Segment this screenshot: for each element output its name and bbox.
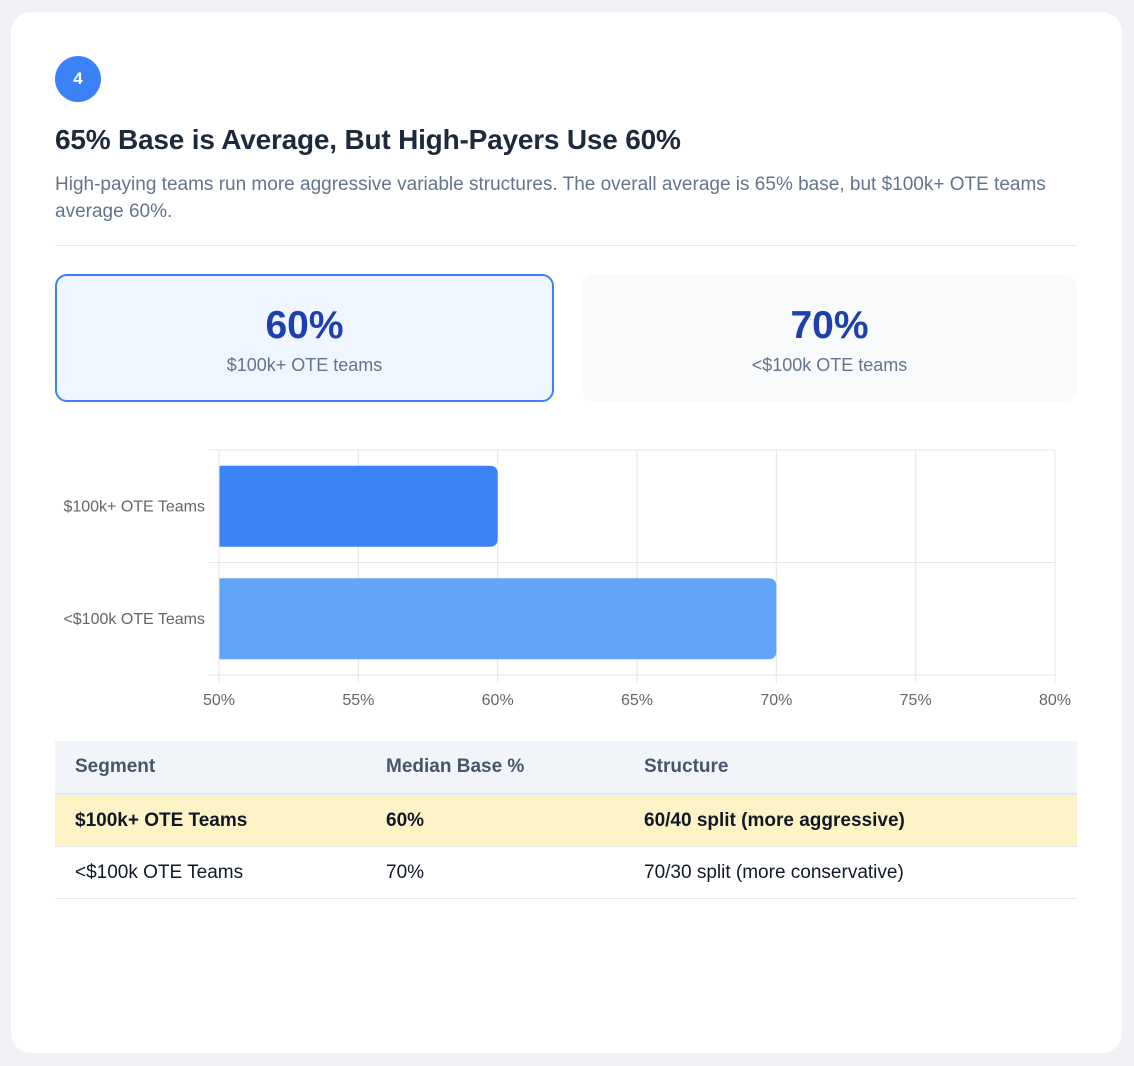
x-tick-label: 70% (760, 692, 792, 709)
cell-median-base: 60% (366, 794, 624, 847)
table-row: $100k+ OTE Teams 60% 60/40 split (more a… (55, 794, 1077, 847)
column-header-segment: Segment (55, 741, 366, 795)
cell-segment: $100k+ OTE Teams (55, 794, 366, 847)
cell-median-base: 70% (366, 846, 624, 899)
step-number-badge: 4 (55, 56, 101, 102)
bar (219, 465, 498, 547)
stat-card-low-ote: 70% <$100k OTE teams (582, 274, 1077, 402)
column-header-structure: Structure (624, 741, 1077, 795)
segment-table: Segment Median Base % Structure $100k+ O… (55, 741, 1077, 899)
x-tick-label: 55% (342, 692, 374, 709)
x-tick-label: 80% (1039, 692, 1071, 709)
table-header-row: Segment Median Base % Structure (55, 741, 1077, 795)
cell-segment: <$100k OTE Teams (55, 846, 366, 899)
cell-structure: 70/30 split (more conservative) (624, 846, 1077, 899)
insight-card: 4 65% Base is Average, But High-Payers U… (11, 12, 1122, 1053)
table-row: <$100k OTE Teams 70% 70/30 split (more c… (55, 846, 1077, 899)
column-header-median-base: Median Base % (366, 741, 624, 795)
stat-value: 60% (265, 304, 344, 347)
cell-structure: 60/40 split (more aggressive) (624, 794, 1077, 847)
insight-subtitle: High-paying teams run more aggressive va… (55, 174, 1046, 222)
x-tick-label: 75% (900, 692, 932, 709)
x-tick-label: 50% (203, 692, 235, 709)
y-tick-label: <$100k OTE Teams (63, 611, 205, 628)
y-tick-label: $100k+ OTE Teams (63, 498, 205, 515)
stat-label: $100k+ OTE teams (226, 355, 383, 375)
x-tick-label: 60% (482, 692, 514, 709)
bar (219, 578, 777, 660)
stat-value: 70% (790, 304, 869, 347)
section-divider (55, 245, 1077, 246)
x-tick-label: 65% (621, 692, 653, 709)
stat-label: <$100k OTE teams (751, 355, 908, 375)
insight-title: 65% Base is Average, But High-Payers Use… (55, 124, 681, 155)
stat-card-high-ote: 60% $100k+ OTE teams (55, 274, 554, 402)
